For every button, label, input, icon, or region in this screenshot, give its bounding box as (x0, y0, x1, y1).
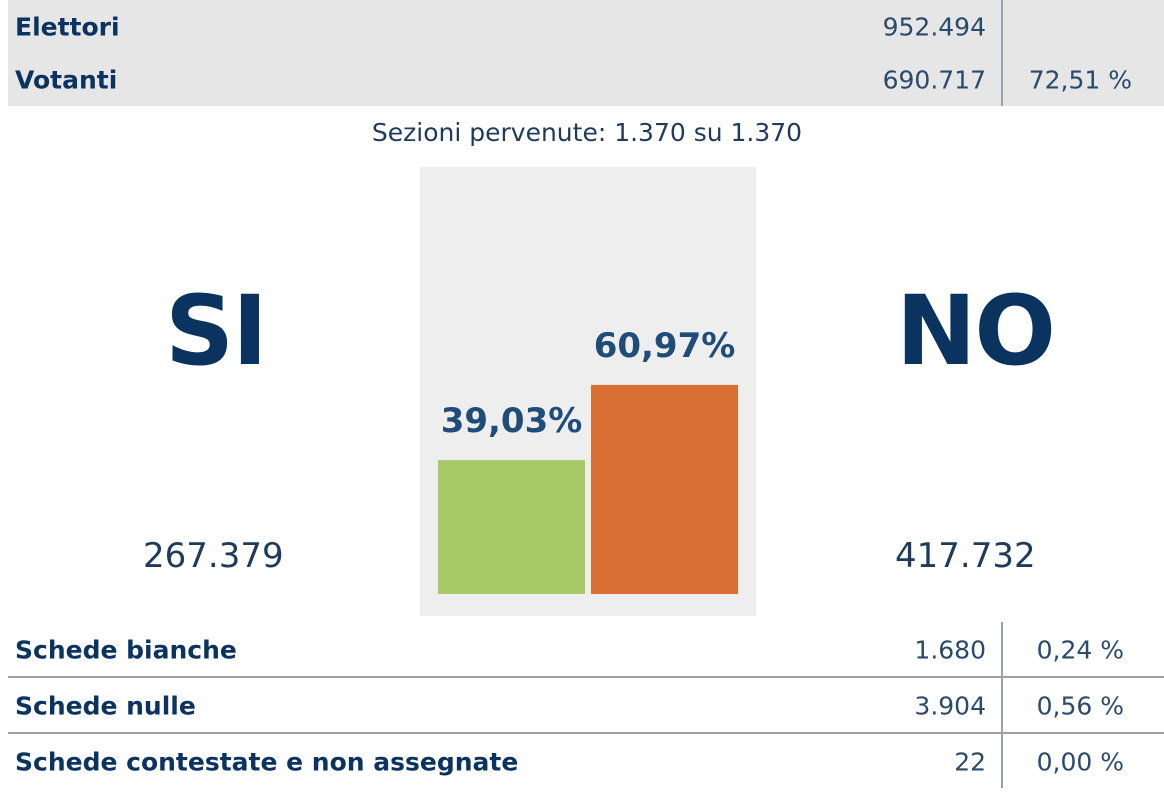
yes-percent-label: 39,03% (441, 401, 583, 441)
row-label: Votanti (15, 65, 118, 94)
table-row-schede-contestate: Schede contestate e non assegnate 22 0,0… (8, 734, 1164, 789)
row-value: 952.494 (882, 12, 986, 41)
row-label: Schede contestate e non assegnate (15, 747, 519, 776)
row-label: Schede bianche (15, 635, 237, 664)
table-row-schede-bianche: Schede bianche 1.680 0,24 % (8, 622, 1164, 677)
voters-summary-table: Elettori 952.494 Votanti 690.717 72,51 % (8, 0, 1164, 106)
row-value: 3.904 (914, 691, 986, 720)
column-divider (1001, 622, 1003, 788)
row-percent: 0,56 % (1036, 691, 1124, 720)
row-label: Schede nulle (15, 691, 196, 720)
table-row-votanti: Votanti 690.717 72,51 % (8, 53, 1164, 106)
table-row-elettori: Elettori 952.494 (8, 0, 1164, 53)
no-percent-label: 60,97% (594, 326, 736, 366)
row-divider (8, 676, 1164, 678)
yes-bar (438, 460, 585, 594)
row-percent: 72,51 % (1028, 65, 1132, 94)
result-chart: 39,03% 60,97% (420, 167, 756, 616)
table-row-schede-nulle: Schede nulle 3.904 0,56 % (8, 678, 1164, 733)
row-divider (8, 732, 1164, 734)
row-value: 1.680 (914, 635, 986, 664)
no-bar (591, 384, 738, 594)
row-value: 690.717 (882, 65, 986, 94)
row-label: Elettori (15, 12, 120, 41)
yes-count: 267.379 (143, 536, 284, 576)
yes-label: SI (165, 275, 268, 387)
column-divider (1001, 0, 1003, 106)
ballots-table: Schede bianche 1.680 0,24 % Schede nulle… (8, 622, 1164, 788)
sections-received: Sezioni pervenute: 1.370 su 1.370 (371, 118, 803, 147)
row-percent: 0,24 % (1036, 635, 1124, 664)
no-label: NO (896, 275, 1056, 387)
result-chart-svg: 39,03% 60,97% (438, 326, 738, 594)
no-count: 417.732 (895, 536, 1036, 576)
row-value: 22 (954, 747, 986, 776)
row-percent: 0,00 % (1036, 747, 1124, 776)
